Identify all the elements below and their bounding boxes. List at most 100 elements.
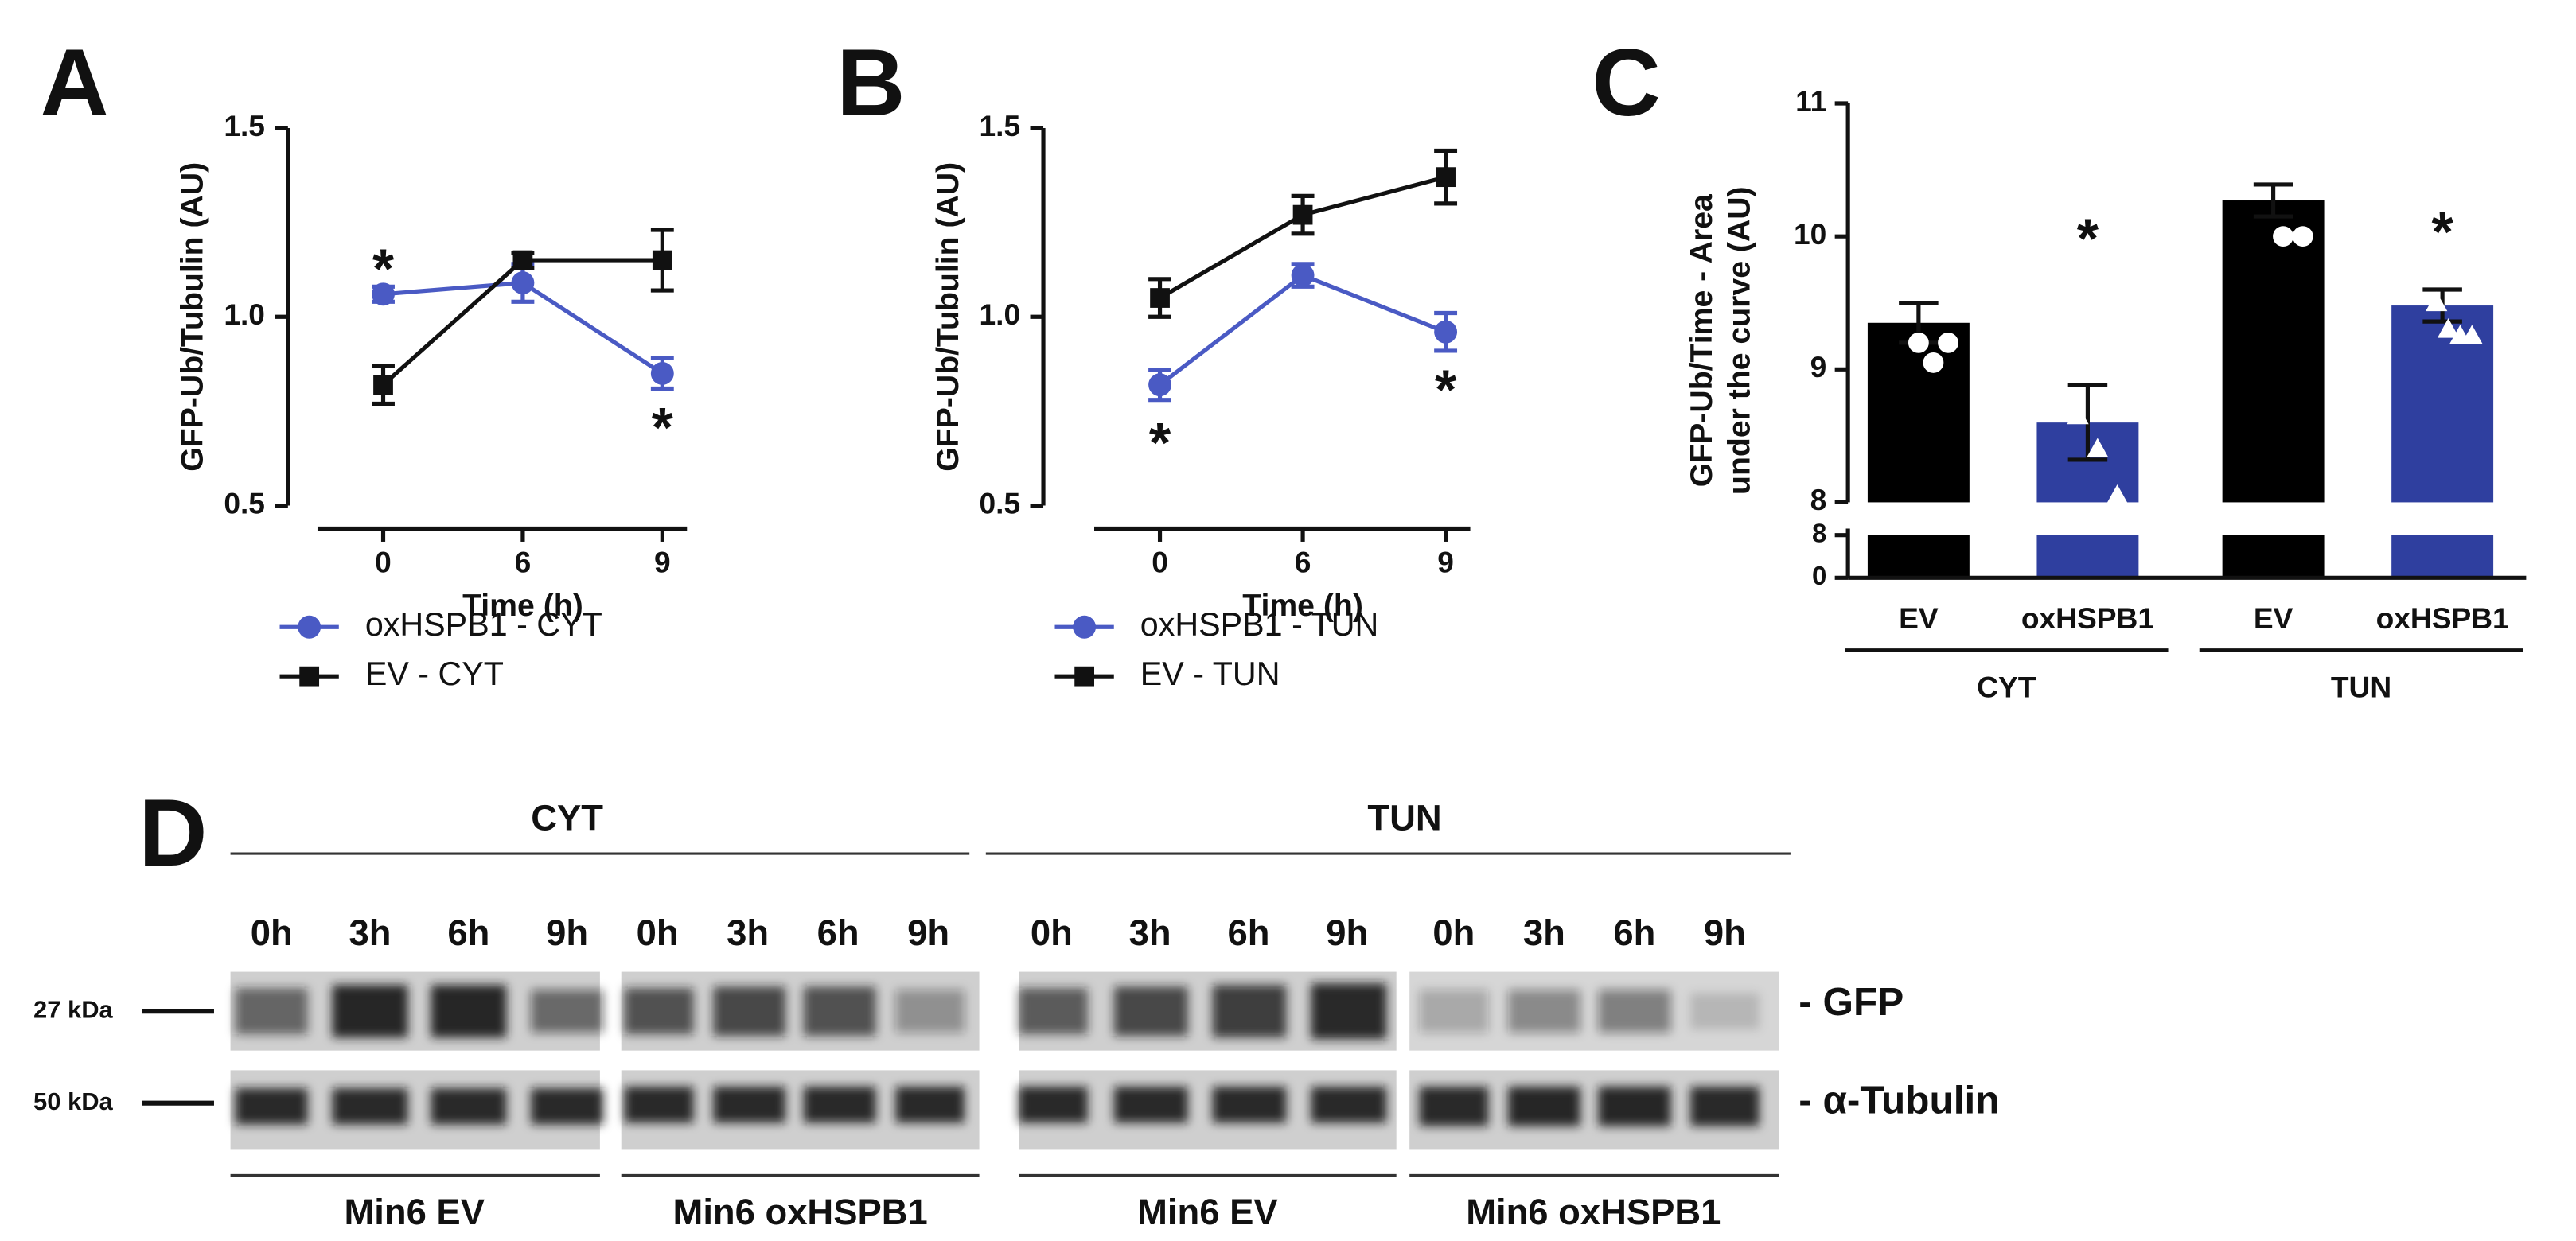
band xyxy=(431,1088,507,1125)
x-axis-label: Time (h) xyxy=(1242,589,1363,623)
legend-marker xyxy=(1074,666,1095,687)
data-point xyxy=(1908,332,1929,353)
lane-label: 9h xyxy=(1704,912,1746,953)
annotation: * xyxy=(2077,207,2099,270)
y-axis-label: GFP-Ub/Tubulin (AU) xyxy=(176,162,210,472)
band xyxy=(1311,983,1387,1040)
band xyxy=(713,1087,786,1123)
lane-label: 6h xyxy=(1227,912,1269,953)
y-tick-label: 1.0 xyxy=(980,298,1021,331)
annotation: * xyxy=(372,237,395,300)
y-tick-label: 9 xyxy=(1810,350,1827,383)
annotation: * xyxy=(1435,358,1457,421)
y-tick-label: 0.5 xyxy=(224,486,265,519)
x-axis-label: Time (h) xyxy=(462,589,583,623)
band xyxy=(332,985,408,1038)
lane-label: 3h xyxy=(1129,912,1171,953)
row-label: - α-Tubulin xyxy=(1799,1079,1999,1122)
blot-image xyxy=(1019,971,1397,1150)
band xyxy=(1311,1087,1387,1123)
y-tick-label: 11 xyxy=(1795,84,1826,118)
lane-label: 3h xyxy=(1523,912,1565,953)
y-axis-label: GFP-Ub/Tubulin (AU) xyxy=(931,162,965,472)
blot-image xyxy=(230,971,604,1150)
group-label: CYT xyxy=(1977,670,2036,703)
bar-lower xyxy=(1867,535,1970,578)
band xyxy=(895,990,965,1033)
y-tick-label: 10 xyxy=(1794,217,1826,251)
band xyxy=(332,1088,408,1125)
data-point xyxy=(2273,226,2293,247)
data-point xyxy=(2233,159,2254,181)
band xyxy=(1419,990,1489,1033)
marker xyxy=(372,282,395,306)
band xyxy=(1690,993,1760,1029)
y-tick-label: 0 xyxy=(1812,561,1826,590)
lane-label: 9h xyxy=(1326,912,1368,953)
size-marker: 27 kDa xyxy=(33,995,114,1023)
panel-letter: B xyxy=(836,30,905,136)
x-tick-label: 9 xyxy=(654,546,671,579)
panel-letter: A xyxy=(40,30,108,136)
bar xyxy=(2222,200,2325,503)
group-label: TUN xyxy=(2331,670,2391,703)
lane-label: 6h xyxy=(1613,912,1655,953)
x-tick-label: oxHSPB1 xyxy=(2021,601,2154,635)
x-tick-label: EV xyxy=(1899,601,1939,635)
band xyxy=(1212,985,1287,1038)
lane-label: 6h xyxy=(817,912,859,953)
band xyxy=(624,1087,694,1123)
band xyxy=(803,1087,876,1123)
marker xyxy=(652,250,672,270)
band xyxy=(1419,1087,1489,1126)
marker xyxy=(512,250,533,270)
annotation: * xyxy=(652,395,674,458)
band xyxy=(803,986,876,1037)
bar-lower xyxy=(2036,535,2139,578)
marker xyxy=(2461,325,2483,344)
band xyxy=(1113,1087,1188,1123)
band xyxy=(531,1088,604,1125)
marker xyxy=(2087,438,2109,457)
legend-marker xyxy=(298,615,322,639)
x-tick-label: 0 xyxy=(375,546,392,579)
x-tick-label: 6 xyxy=(1295,546,1311,579)
x-tick-label: 9 xyxy=(1437,546,1454,579)
band xyxy=(235,988,308,1034)
annotation: * xyxy=(2431,200,2453,263)
y-tick-label: 0.5 xyxy=(980,486,1021,519)
y-tick-label: 1.5 xyxy=(980,109,1021,142)
bar-lower xyxy=(2391,535,2494,578)
marker xyxy=(2106,484,2129,504)
lane-label: 0h xyxy=(637,912,679,953)
legend-marker xyxy=(1073,615,1097,639)
marker xyxy=(1292,204,1313,225)
size-marker: 50 kDa xyxy=(33,1087,114,1115)
band xyxy=(531,990,604,1033)
band xyxy=(1212,1087,1287,1123)
blot-label: Min6 EV xyxy=(1137,1192,1278,1232)
y-axis-label: under the curve (AU) xyxy=(1722,186,1756,495)
lane-label: 9h xyxy=(546,912,588,953)
marker xyxy=(2426,291,2448,312)
x-tick-label: EV xyxy=(2254,601,2293,635)
blot-image xyxy=(1409,971,1779,1150)
lane-label: 6h xyxy=(447,912,489,953)
data-point xyxy=(1893,246,1915,267)
lane-label: 0h xyxy=(251,912,293,953)
marker xyxy=(1291,263,1315,287)
lane-label: 3h xyxy=(349,912,392,953)
marker xyxy=(1436,167,1456,188)
blot-group-title: TUN xyxy=(1367,798,1441,838)
error-bar xyxy=(2253,182,2293,219)
blot-label: Min6 oxHSPB1 xyxy=(1466,1192,1721,1232)
legend-label: oxHSPB1 - TUN xyxy=(1140,606,1379,643)
band xyxy=(1598,1087,1671,1126)
marker xyxy=(511,271,535,294)
lane-label: 3h xyxy=(727,912,769,953)
marker xyxy=(1148,373,1171,397)
legend-label: oxHSPB1 - CYT xyxy=(365,606,602,643)
marker xyxy=(2067,404,2089,425)
